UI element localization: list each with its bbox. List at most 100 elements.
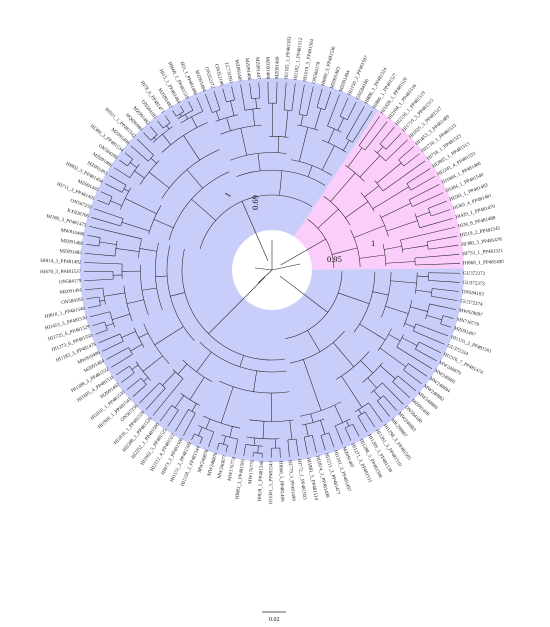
internal-branch (191, 403, 197, 412)
support-value-upper-clade: 1 (222, 190, 233, 199)
leaf-branch (213, 91, 221, 110)
clade-arc (168, 171, 230, 241)
internal-branch (153, 219, 174, 228)
internal-branch (105, 323, 114, 327)
leaf-label: MW240876 (207, 452, 219, 477)
internal-branch (252, 109, 256, 126)
clade-arc (202, 415, 241, 429)
leaf-branch (231, 86, 235, 101)
tree-branches (84, 82, 460, 458)
clade-arc (425, 303, 430, 320)
leaf-branch (287, 439, 290, 458)
leaf-branch (327, 94, 340, 127)
internal-branch (99, 300, 105, 302)
clade-arc (230, 152, 287, 161)
leaf-label: ON352172 (203, 67, 215, 90)
internal-branch (143, 377, 149, 382)
internal-branch (131, 364, 139, 370)
leaf-branch (84, 262, 123, 265)
leaf-label: HI1001_3_PP481543 (269, 460, 274, 504)
leaf-branch (403, 153, 420, 167)
internal-branch (380, 202, 411, 218)
leaf-branch (419, 218, 453, 229)
leaf-branch (249, 83, 252, 99)
leaf-branch (84, 253, 116, 257)
leaf-branch (87, 234, 101, 238)
clade-arc (172, 369, 184, 379)
internal-branch (191, 198, 216, 221)
leaf-label: HI814_3_PP481492 (40, 259, 82, 266)
leaf-label: MZ091485 (59, 249, 82, 256)
leaf-branch (87, 305, 101, 309)
internal-branch (317, 209, 339, 229)
leaf-branch (126, 377, 142, 390)
leaf-branch (111, 354, 133, 368)
clade-arc (350, 229, 361, 267)
leaf-label: LC731891 (223, 62, 233, 84)
leaf-branch (208, 431, 215, 448)
internal-branch (328, 128, 335, 143)
leaf-label: ON584179 (59, 279, 82, 285)
clade-arc (120, 187, 132, 210)
internal-branch (253, 370, 257, 392)
leaf-branch (92, 321, 105, 326)
leaf-branch (295, 438, 299, 457)
leaf-label: GU372372 (463, 271, 486, 276)
major-clade-arc (199, 194, 313, 250)
leaf-branch (347, 101, 357, 120)
leaf-label: MW176774 (228, 456, 238, 481)
support-value-root-clade: 0.69 (250, 195, 260, 210)
clade-arc (249, 419, 294, 422)
leaf-label: ON584183 (461, 290, 484, 298)
leaf-branch (159, 405, 173, 422)
clade-arc (291, 159, 332, 176)
internal-branch (166, 125, 170, 130)
internal-branch (150, 157, 157, 164)
internal-branch (220, 386, 234, 424)
clade-arc (133, 327, 145, 348)
internal-branch (153, 137, 157, 140)
internal-branch (191, 116, 198, 128)
leaf-branch (414, 254, 460, 259)
leaf-branch (106, 347, 129, 360)
internal-branch (126, 299, 144, 304)
internal-branch (372, 291, 389, 296)
internal-branch (426, 315, 442, 321)
leaf-branch (413, 330, 445, 345)
clade-arc (403, 300, 413, 327)
internal-branch (305, 424, 309, 437)
leaf-branch (276, 82, 278, 104)
leaf-branch (408, 363, 428, 377)
internal-branch (177, 363, 188, 375)
clade-arc (316, 107, 326, 111)
clade-arc (374, 150, 386, 162)
clade-arc (177, 110, 194, 120)
internal-branch (257, 445, 259, 454)
leaf-label: MZ091497 (453, 326, 476, 338)
leaf-label: MZ091491 (60, 288, 83, 295)
leaf-branch (121, 372, 135, 383)
leaf-branch (86, 296, 100, 300)
leaf-branch (412, 192, 444, 207)
internal-branch (320, 420, 326, 435)
internal-branch (196, 351, 212, 373)
internal-branch (229, 426, 233, 438)
internal-branch (303, 359, 322, 411)
leaf-branch (89, 311, 111, 318)
internal-branch (170, 292, 185, 297)
clade-arc (406, 183, 412, 191)
leaf-branch (357, 416, 368, 433)
leaf-branch (240, 84, 246, 111)
leaf-branch (243, 444, 246, 456)
internal-branch (148, 171, 170, 189)
leaf-branch (89, 226, 142, 240)
clade-arc (382, 243, 387, 267)
leaf-branch (339, 97, 349, 117)
leaf-branch (298, 84, 305, 115)
internal-branch (230, 100, 235, 116)
leaf-branch (392, 381, 411, 399)
leaf-branch (316, 88, 323, 108)
internal-branch (386, 220, 418, 232)
leaf-label: MW929097 (458, 308, 483, 318)
leaf-label: MW240877 (217, 454, 228, 479)
